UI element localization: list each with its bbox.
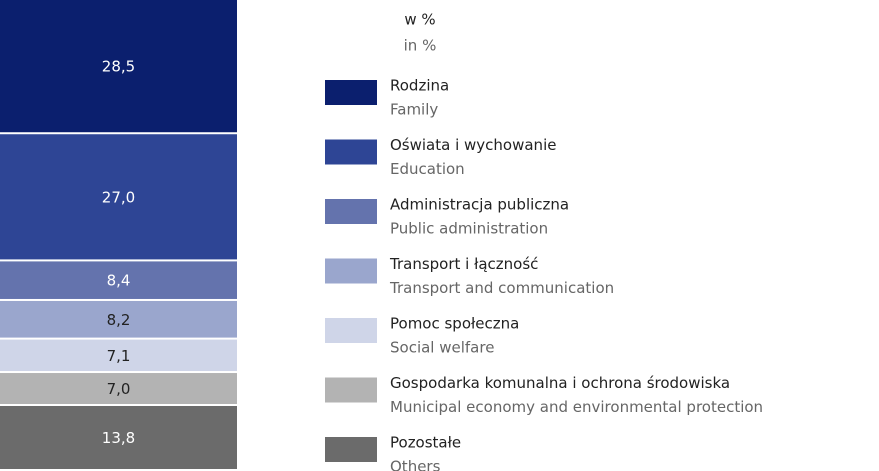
legend-label-en: Family (390, 101, 438, 119)
legend-swatch (325, 80, 377, 105)
legend-label-en: Public administration (390, 220, 548, 238)
value-label: 13,8 (102, 429, 135, 447)
value-label: 27,0 (102, 188, 135, 206)
legend-label-en: Social welfare (390, 339, 494, 357)
legend-swatch (325, 199, 377, 224)
bar-segment (0, 134, 237, 260)
value-label: 7,0 (107, 380, 131, 398)
bar-segment (0, 339, 237, 372)
legend-label-en: Transport and communication (389, 279, 614, 297)
value-label: 7,1 (107, 347, 131, 365)
legend-label: Oświata i wychowanie (390, 136, 556, 154)
bar-segment (0, 300, 237, 338)
unit-label: w % (404, 11, 435, 29)
legend-label: Pozostałe (390, 434, 461, 452)
legend-label: Administracja publiczna (390, 196, 569, 214)
legend-swatch (325, 437, 377, 462)
legend-label-en: Municipal economy and environmental prot… (390, 398, 763, 416)
legend-swatch (325, 377, 377, 403)
unit-label-en: in % (404, 37, 437, 55)
value-label: 8,2 (107, 311, 131, 329)
value-label: 28,5 (102, 58, 135, 76)
value-label: 8,4 (107, 272, 131, 290)
legend-swatch (325, 258, 377, 284)
legend-swatch (325, 318, 377, 343)
bar-segment (0, 261, 237, 299)
legend-label: Gospodarka komunalna i ochrona środowisk… (390, 374, 730, 392)
legend-label-en: Education (390, 160, 465, 178)
bar-segment (0, 0, 237, 133)
legend-label: Pomoc społeczna (390, 315, 519, 333)
legend-swatch (325, 139, 377, 165)
legend-label: Transport i łączność (389, 255, 538, 273)
bar-segment (0, 373, 237, 405)
legend-label: Rodzina (390, 77, 449, 95)
bar-segment (0, 406, 237, 469)
legend-label-en: Others (390, 458, 441, 471)
